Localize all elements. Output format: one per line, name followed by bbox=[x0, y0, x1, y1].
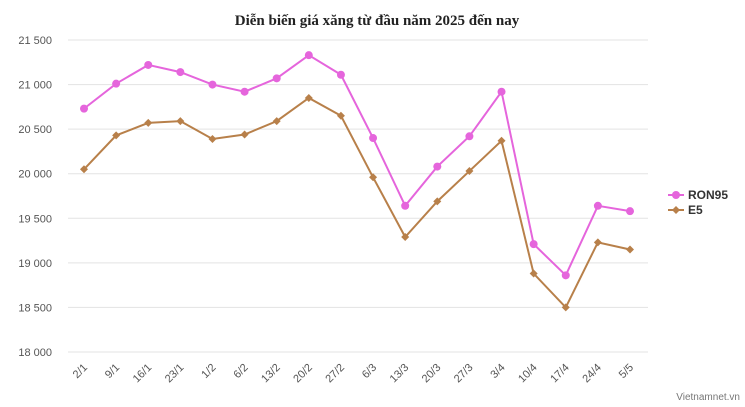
data-point bbox=[529, 240, 538, 249]
y-tick-label: 18 000 bbox=[18, 347, 52, 359]
y-tick-label: 19 500 bbox=[18, 213, 52, 225]
data-point bbox=[593, 201, 602, 210]
chart-title: Diễn biến giá xăng từ đầu năm 2025 đến n… bbox=[235, 13, 520, 29]
x-tick-label: 9/1 bbox=[103, 362, 122, 381]
data-point bbox=[208, 134, 217, 143]
x-tick-label: 27/3 bbox=[452, 362, 476, 386]
data-point bbox=[433, 162, 442, 171]
data-point bbox=[80, 104, 88, 113]
data-point bbox=[80, 165, 88, 174]
x-tick-label: 6/3 bbox=[360, 362, 379, 381]
data-point bbox=[304, 93, 313, 102]
x-tick-label: 3/4 bbox=[488, 362, 507, 381]
data-point bbox=[144, 60, 153, 69]
data-point bbox=[561, 303, 570, 312]
x-tick-label: 13/2 bbox=[259, 362, 283, 386]
data-point bbox=[369, 134, 378, 143]
data-point bbox=[369, 173, 378, 182]
x-tick-label: 27/2 bbox=[323, 362, 347, 386]
x-tick-label: 24/4 bbox=[580, 362, 604, 386]
data-point bbox=[401, 233, 410, 242]
data-point bbox=[208, 80, 217, 89]
data-point bbox=[626, 245, 634, 254]
data-point bbox=[626, 207, 634, 216]
series-line-e5 bbox=[83, 96, 631, 310]
data-point bbox=[272, 117, 281, 126]
data-point bbox=[433, 197, 442, 206]
data-point bbox=[240, 87, 249, 96]
x-tick-label: 20/2 bbox=[291, 362, 315, 386]
x-tick-label: 1/2 bbox=[199, 362, 218, 381]
data-point bbox=[144, 118, 153, 127]
data-point bbox=[497, 87, 506, 96]
series-line-ron95 bbox=[83, 53, 631, 278]
data-point bbox=[529, 269, 538, 278]
y-tick-label: 21 000 bbox=[18, 80, 52, 92]
data-point bbox=[593, 238, 602, 247]
x-tick-label: 10/4 bbox=[516, 362, 540, 386]
legend-marker bbox=[672, 206, 680, 214]
x-tick-label: 23/1 bbox=[163, 362, 187, 386]
data-point bbox=[240, 130, 249, 139]
data-point bbox=[561, 271, 570, 280]
data-point bbox=[176, 68, 185, 77]
x-tick-label: 16/1 bbox=[131, 362, 155, 386]
y-tick-label: 21 500 bbox=[18, 35, 52, 47]
data-point bbox=[112, 79, 121, 88]
data-point bbox=[336, 70, 345, 79]
legend-label: RON95 bbox=[688, 188, 728, 202]
y-tick-label: 18 500 bbox=[18, 302, 52, 314]
y-tick-label: 20 500 bbox=[18, 124, 52, 136]
credit: Vietnamnet.vn bbox=[676, 392, 740, 403]
data-point bbox=[272, 74, 281, 83]
data-point bbox=[176, 117, 185, 126]
data-point bbox=[497, 136, 506, 145]
x-tick-label: 5/5 bbox=[617, 362, 636, 381]
data-point bbox=[401, 201, 410, 210]
data-point bbox=[465, 132, 474, 141]
data-point bbox=[112, 131, 121, 140]
data-point bbox=[465, 167, 474, 176]
x-tick-label: 6/2 bbox=[231, 362, 250, 381]
x-tick-label: 2/1 bbox=[71, 362, 90, 381]
data-point bbox=[336, 111, 345, 120]
y-tick-label: 19 000 bbox=[18, 258, 52, 270]
legend-label: E5 bbox=[688, 203, 703, 217]
x-tick-label: 13/3 bbox=[388, 362, 412, 386]
y-tick-label: 20 000 bbox=[18, 169, 52, 181]
legend-marker bbox=[672, 191, 680, 199]
x-tick-label: 20/3 bbox=[420, 362, 444, 386]
x-tick-label: 17/4 bbox=[548, 362, 572, 386]
data-point bbox=[304, 51, 313, 60]
